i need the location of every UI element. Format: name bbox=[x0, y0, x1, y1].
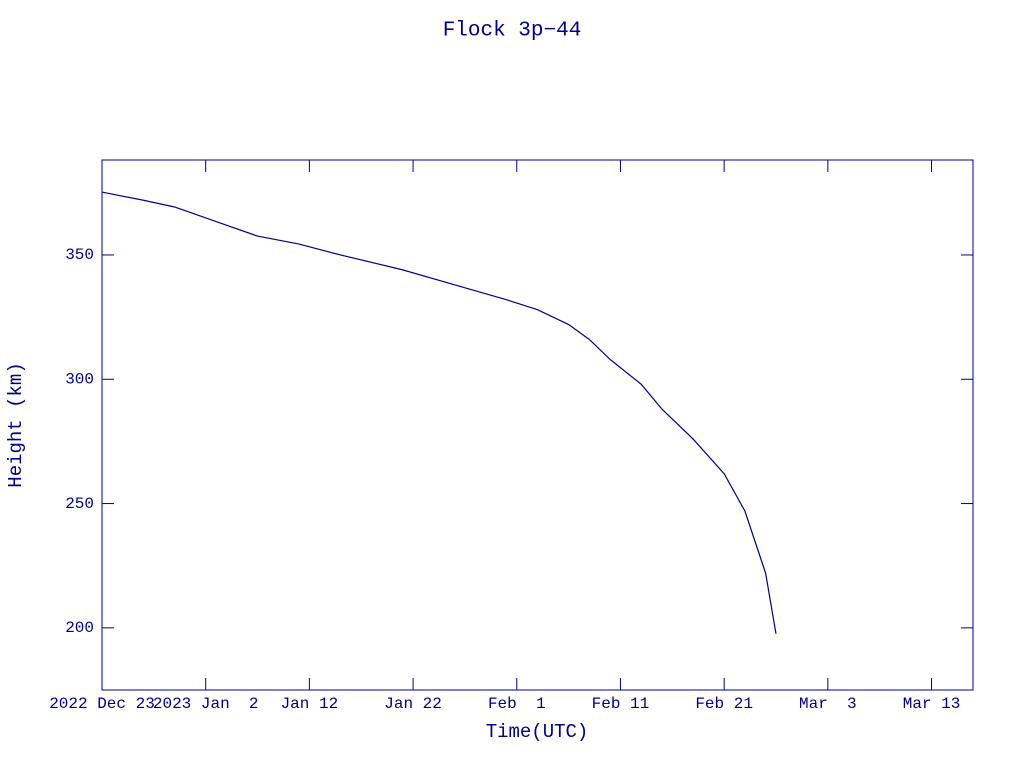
x-tick-label: 2023 Jan 2 bbox=[153, 695, 259, 713]
y-tick-label: 200 bbox=[65, 619, 94, 637]
x-axis-label: Time(UTC) bbox=[486, 721, 589, 743]
x-tick-label: Feb 21 bbox=[695, 695, 753, 713]
y-tick-label: 250 bbox=[65, 495, 94, 513]
x-tick-label: Jan 22 bbox=[384, 695, 442, 713]
plot-frame bbox=[101, 159, 974, 691]
x-tick-label: Feb 11 bbox=[592, 695, 650, 713]
y-tick-label: 350 bbox=[65, 246, 94, 264]
x-tick-label: Jan 12 bbox=[281, 695, 339, 713]
x-tick-label: 2022 Dec 23 bbox=[49, 695, 155, 713]
y-axis-label: Height (km) bbox=[5, 362, 27, 487]
data-line bbox=[101, 191, 777, 634]
x-tick-label: Mar 3 bbox=[799, 695, 857, 713]
y-tick-label: 300 bbox=[65, 370, 94, 388]
x-tick-label: Feb 1 bbox=[488, 695, 546, 713]
chart-title: Flock 3p−44 bbox=[443, 20, 582, 43]
x-tick-label: Mar 13 bbox=[903, 695, 961, 713]
